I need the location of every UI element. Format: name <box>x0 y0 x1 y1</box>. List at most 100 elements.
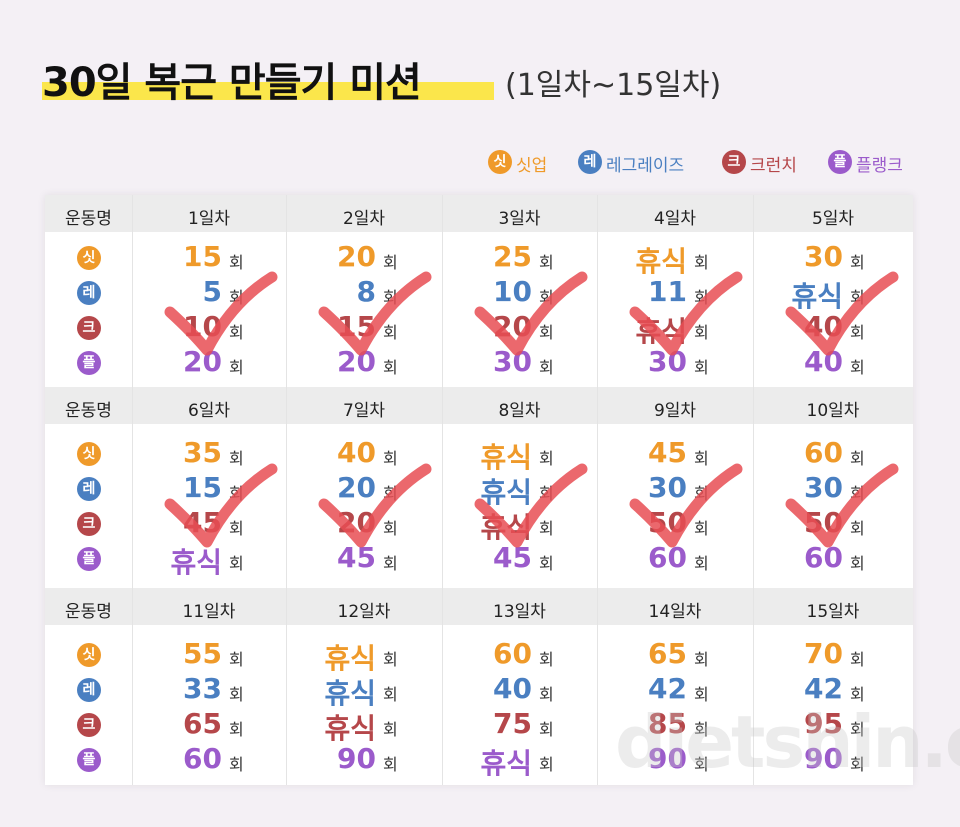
row-icon: 플 <box>77 748 101 772</box>
cell-value: 60 <box>804 541 843 574</box>
cell-value: 25 <box>493 240 532 273</box>
cell-value: 20 <box>337 240 376 273</box>
cell-unit: 회 <box>850 685 865 704</box>
day-label: 13일차 <box>493 602 546 622</box>
cell-value: 35 <box>183 436 222 469</box>
mission-table: 운동명 1일차 2일차 3일차 4일차 5일차 싯 15 회 20 회 25 회 휴식 회 30 회 레 5 회 8 회 1… <box>45 195 913 785</box>
cell-value: 55 <box>183 637 222 670</box>
cell-unit: 회 <box>850 519 865 538</box>
row-icon: 싯 <box>77 643 101 667</box>
cell-unit: 회 <box>539 650 554 669</box>
check-mark <box>629 463 743 548</box>
cell-value: 95 <box>804 707 843 740</box>
cell-value: 60 <box>493 637 532 670</box>
cell-unit: 회 <box>850 358 865 377</box>
cell-unit: 회 <box>229 650 244 669</box>
day-label: 14일차 <box>648 602 702 622</box>
cell-value: 휴식 <box>635 245 687 278</box>
day-label: 10일차 <box>806 401 860 421</box>
cell-unit: 회 <box>539 554 554 573</box>
cell-unit: 회 <box>383 519 398 538</box>
cell-value: 휴식 <box>480 441 532 474</box>
cell-unit: 회 <box>229 720 244 739</box>
cell-value: 휴식 <box>170 546 222 579</box>
cell-value: 42 <box>804 672 843 705</box>
header-label: 운동명 <box>65 602 112 622</box>
cell-value: 30 <box>804 471 843 504</box>
header-label: 운동명 <box>65 209 112 229</box>
cell-unit: 회 <box>850 449 865 468</box>
cell-unit: 회 <box>229 323 244 342</box>
check-mark <box>318 463 432 548</box>
column-line <box>132 387 133 588</box>
cell-unit: 회 <box>850 650 865 669</box>
day-label: 1일차 <box>187 209 231 229</box>
column-line <box>286 387 287 588</box>
day-label: 15일차 <box>806 602 860 622</box>
day-label: 6일차 <box>187 401 231 421</box>
legend-label: 크런치 <box>750 156 797 176</box>
cell-value: 60 <box>183 742 222 775</box>
cell-unit: 회 <box>539 323 554 342</box>
check-mark <box>474 271 588 356</box>
cell-unit: 회 <box>539 519 554 538</box>
cell-value: 75 <box>493 707 532 740</box>
cell-unit: 회 <box>694 358 709 377</box>
header-row <box>45 588 913 625</box>
day-label: 9일차 <box>653 401 697 421</box>
cell-unit: 회 <box>229 253 244 272</box>
row-icon: 크 <box>77 316 101 340</box>
legend-label: 싯업 <box>516 156 548 176</box>
cell-value: 휴식 <box>324 712 376 745</box>
column-line <box>597 387 598 588</box>
cell-unit: 회 <box>229 449 244 468</box>
cell-value: 85 <box>648 707 687 740</box>
cell-value: 30 <box>804 240 843 273</box>
row-icon: 레 <box>77 477 101 501</box>
subtitle: (1일차~15일차) <box>505 68 722 103</box>
day-label: 12일차 <box>337 602 391 622</box>
day-label: 4일차 <box>653 209 697 229</box>
cell-unit: 회 <box>539 449 554 468</box>
cell-unit: 회 <box>850 755 865 774</box>
cell-value: 90 <box>337 742 376 775</box>
cell-value: 70 <box>804 637 843 670</box>
title-highlight <box>42 82 494 100</box>
check-mark <box>629 271 743 356</box>
column-line <box>442 195 443 387</box>
row-icon: 플 <box>77 547 101 571</box>
cell-unit: 회 <box>383 755 398 774</box>
check-mark <box>164 271 278 356</box>
cell-value: 휴식 <box>791 280 843 313</box>
cell-unit: 회 <box>694 323 709 342</box>
cell-value: 40 <box>493 672 532 705</box>
column-line <box>753 588 754 785</box>
cell-unit: 회 <box>694 650 709 669</box>
cell-value: 60 <box>804 436 843 469</box>
cell-value: 휴식 <box>480 476 532 509</box>
cell-value: 11 <box>648 275 687 308</box>
cell-unit: 회 <box>694 449 709 468</box>
cell-unit: 회 <box>383 449 398 468</box>
legend-icon: 크 <box>722 150 746 174</box>
cell-unit: 회 <box>694 685 709 704</box>
day-label: 2일차 <box>342 209 386 229</box>
cell-value: 45 <box>337 541 376 574</box>
cell-unit: 회 <box>539 755 554 774</box>
cell-unit: 회 <box>229 685 244 704</box>
cell-value: 휴식 <box>324 642 376 675</box>
cell-unit: 회 <box>383 253 398 272</box>
cell-value: 65 <box>183 707 222 740</box>
cell-value: 42 <box>648 672 687 705</box>
cell-unit: 회 <box>694 519 709 538</box>
cell-unit: 회 <box>694 720 709 739</box>
column-line <box>597 195 598 387</box>
cell-value: 60 <box>648 541 687 574</box>
cell-value: 30 <box>648 471 687 504</box>
day-label: 5일차 <box>811 209 855 229</box>
cell-value: 45 <box>648 436 687 469</box>
cell-value: 휴식 <box>480 747 532 780</box>
cell-unit: 회 <box>850 323 865 342</box>
cell-value: 33 <box>183 672 222 705</box>
